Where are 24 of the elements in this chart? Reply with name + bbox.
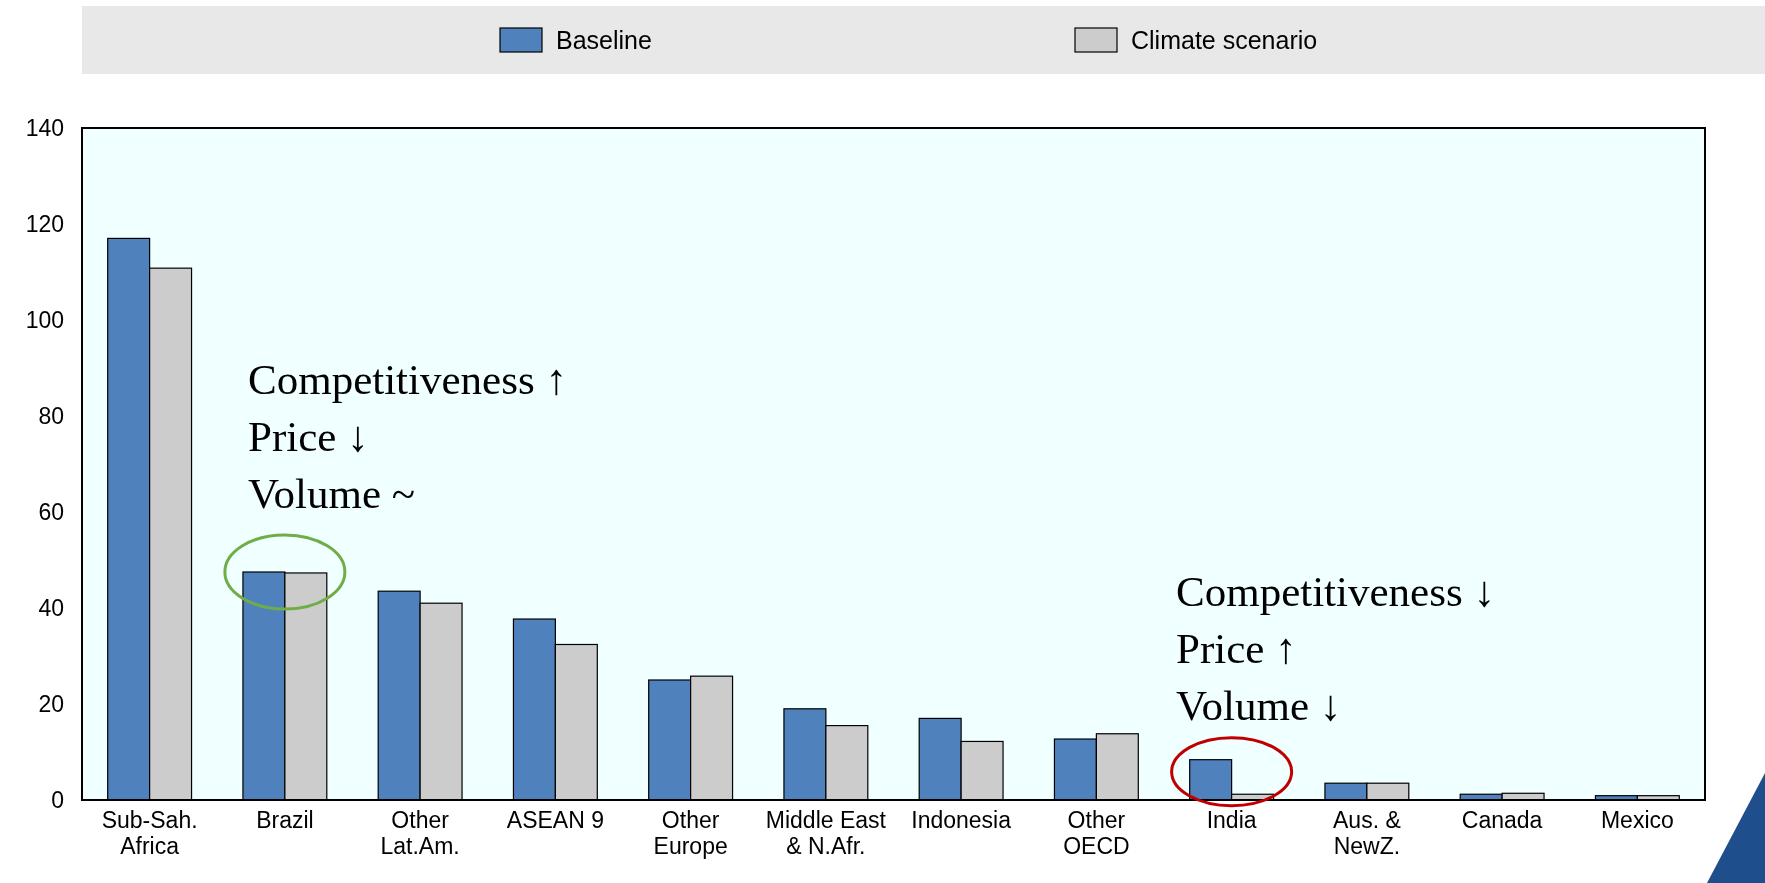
y-tick-label: 60 xyxy=(38,498,64,525)
annotation: Competitiveness ↓ Price ↑ Volume ↓ xyxy=(1176,568,1495,729)
x-tick-label: Middle East & N.Afr. xyxy=(765,807,887,859)
y-tick-label: 120 xyxy=(25,210,64,237)
legend-label: Climate scenario xyxy=(1131,26,1318,54)
y-tick-label: 100 xyxy=(25,306,64,333)
x-tick-label: Canada xyxy=(1461,807,1543,834)
annotation: Competitiveness ↑ Price ↓ Volume ~ xyxy=(248,356,567,517)
x-tick-label: ASEAN 9 xyxy=(506,807,604,834)
x-tick-label: Other Lat.Am. xyxy=(380,807,460,859)
x-tick-label: Other Europe xyxy=(653,807,728,859)
x-tick-label: India xyxy=(1206,807,1257,834)
legend-label: Baseline xyxy=(556,26,652,54)
y-tick-label: 140 xyxy=(25,114,64,141)
y-tick-label: 80 xyxy=(38,402,64,429)
x-tick-label: Indonesia xyxy=(911,807,1012,834)
y-tick-label: 40 xyxy=(38,594,64,621)
y-tick-label: 20 xyxy=(38,690,64,717)
y-tick-label: 0 xyxy=(51,786,64,813)
x-tick-label: Brazil xyxy=(256,807,314,834)
x-tick-label: Mexico xyxy=(1600,807,1674,834)
x-tick-label: Other OECD xyxy=(1063,807,1130,859)
x-tick-label: Aus. & NewZ. xyxy=(1332,807,1401,859)
x-tick-label: Sub-Sah. Africa xyxy=(101,807,198,859)
